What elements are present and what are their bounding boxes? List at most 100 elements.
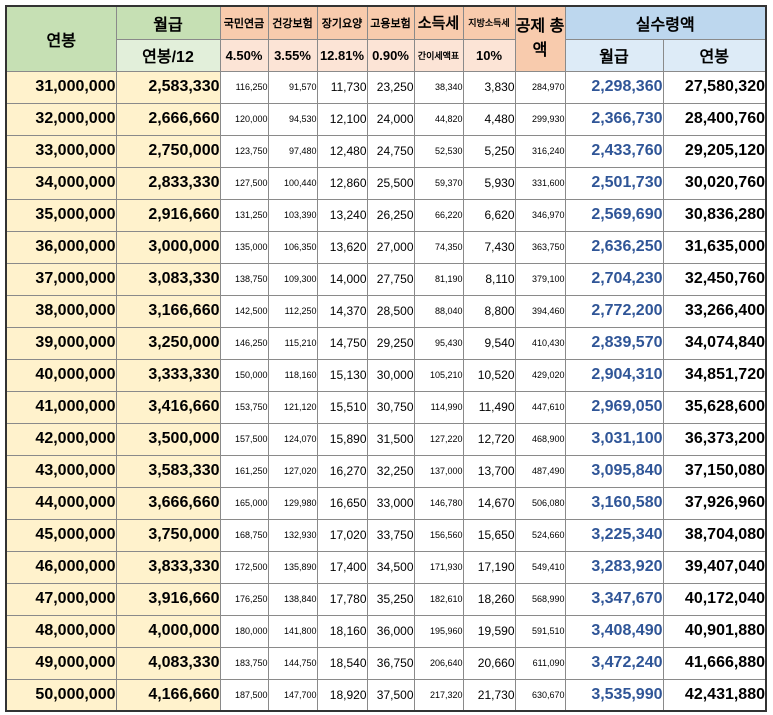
cell-total-deduction: 549,410 bbox=[514, 550, 566, 584]
cell-net-annual: 37,150,080 bbox=[662, 454, 767, 488]
cell-local-tax: 8,110 bbox=[462, 262, 516, 296]
cell-local-tax: 17,190 bbox=[462, 550, 516, 584]
cell-local-tax: 11,490 bbox=[462, 390, 516, 424]
cell-total-deduction: 506,080 bbox=[514, 486, 566, 520]
table-row: 34,000,000 2,833,330 127,500 100,440 12,860 2… bbox=[5, 166, 767, 200]
cell-longterm-care: 14,370 bbox=[316, 294, 368, 328]
cell-local-tax: 14,670 bbox=[462, 486, 516, 520]
cell-pension: 120,000 bbox=[219, 102, 269, 136]
cell-longterm-care: 17,400 bbox=[316, 550, 368, 584]
cell-income-tax: 195,960 bbox=[413, 614, 464, 648]
cell-monthly-salary: 3,666,660 bbox=[115, 486, 221, 520]
cell-employment-insurance: 33,750 bbox=[366, 518, 415, 552]
cell-net-annual: 32,450,760 bbox=[662, 262, 767, 296]
cell-health-insurance: 135,890 bbox=[267, 550, 318, 584]
cell-pension: 142,500 bbox=[219, 294, 269, 328]
cell-net-monthly: 3,225,340 bbox=[564, 518, 664, 552]
cell-employment-insurance: 24,750 bbox=[366, 134, 415, 168]
salary-table: 연봉 월급 국민연금 건강보험 장기요양 고용보험 소득세 지방소득세 공제 총… bbox=[5, 5, 767, 712]
table-row: 46,000,000 3,833,330 172,500 135,890 17,400 3… bbox=[5, 550, 767, 584]
cell-longterm-care: 13,620 bbox=[316, 230, 368, 264]
cell-local-tax: 13,700 bbox=[462, 454, 516, 488]
table-row: 49,000,000 4,083,330 183,750 144,750 18,540 3… bbox=[5, 646, 767, 680]
cell-income-tax: 74,350 bbox=[413, 230, 464, 264]
cell-total-deduction: 429,020 bbox=[514, 358, 566, 392]
table-row: 45,000,000 3,750,000 168,750 132,930 17,020 3… bbox=[5, 518, 767, 552]
cell-net-annual: 38,704,080 bbox=[662, 518, 767, 552]
cell-local-tax: 19,590 bbox=[462, 614, 516, 648]
cell-health-insurance: 103,390 bbox=[267, 198, 318, 232]
cell-monthly-salary: 3,333,330 bbox=[115, 358, 221, 392]
cell-income-tax: 137,000 bbox=[413, 454, 464, 488]
cell-pension: 127,500 bbox=[219, 166, 269, 200]
cell-local-tax: 18,260 bbox=[462, 582, 516, 616]
cell-income-tax: 66,220 bbox=[413, 198, 464, 232]
cell-net-monthly: 2,704,230 bbox=[564, 262, 664, 296]
rate-employment: 0.90% bbox=[366, 38, 415, 72]
cell-total-deduction: 299,930 bbox=[514, 102, 566, 136]
header-local-income-tax: 지방소득세 bbox=[462, 5, 516, 40]
cell-net-monthly: 2,433,760 bbox=[564, 134, 664, 168]
cell-total-deduction: 346,970 bbox=[514, 198, 566, 232]
cell-health-insurance: 121,120 bbox=[267, 390, 318, 424]
table-row: 43,000,000 3,583,330 161,250 127,020 16,270 3… bbox=[5, 454, 767, 488]
cell-annual-salary: 46,000,000 bbox=[5, 550, 117, 584]
header-longterm-care: 장기요양 bbox=[316, 5, 368, 40]
cell-local-tax: 7,430 bbox=[462, 230, 516, 264]
rate-income-tax: 간이세액표 bbox=[413, 38, 464, 72]
cell-income-tax: 44,820 bbox=[413, 102, 464, 136]
cell-total-deduction: 394,460 bbox=[514, 294, 566, 328]
cell-pension: 165,000 bbox=[219, 486, 269, 520]
rate-local-tax: 10% bbox=[462, 38, 516, 72]
header-health-insurance: 건강보험 bbox=[267, 5, 318, 40]
cell-monthly-salary: 3,083,330 bbox=[115, 262, 221, 296]
cell-monthly-salary: 4,166,660 bbox=[115, 678, 221, 712]
cell-employment-insurance: 28,500 bbox=[366, 294, 415, 328]
table-row: 36,000,000 3,000,000 135,000 106,350 13,620 2… bbox=[5, 230, 767, 264]
cell-monthly-salary: 3,000,000 bbox=[115, 230, 221, 264]
cell-health-insurance: 138,840 bbox=[267, 582, 318, 616]
cell-pension: 180,000 bbox=[219, 614, 269, 648]
cell-longterm-care: 14,750 bbox=[316, 326, 368, 360]
cell-monthly-salary: 4,000,000 bbox=[115, 614, 221, 648]
cell-local-tax: 3,830 bbox=[462, 70, 516, 104]
cell-pension: 150,000 bbox=[219, 358, 269, 392]
cell-net-monthly: 2,569,690 bbox=[564, 198, 664, 232]
cell-annual-salary: 38,000,000 bbox=[5, 294, 117, 328]
cell-longterm-care: 12,100 bbox=[316, 102, 368, 136]
cell-monthly-salary: 2,583,330 bbox=[115, 70, 221, 104]
cell-net-monthly: 3,347,670 bbox=[564, 582, 664, 616]
cell-net-annual: 39,407,040 bbox=[662, 550, 767, 584]
cell-total-deduction: 363,750 bbox=[514, 230, 566, 264]
cell-pension: 183,750 bbox=[219, 646, 269, 680]
cell-employment-insurance: 26,250 bbox=[366, 198, 415, 232]
cell-annual-salary: 35,000,000 bbox=[5, 198, 117, 232]
cell-net-monthly: 2,969,050 bbox=[564, 390, 664, 424]
cell-employment-insurance: 29,250 bbox=[366, 326, 415, 360]
cell-total-deduction: 468,900 bbox=[514, 422, 566, 456]
cell-income-tax: 156,560 bbox=[413, 518, 464, 552]
cell-monthly-salary: 2,750,000 bbox=[115, 134, 221, 168]
cell-net-monthly: 2,904,310 bbox=[564, 358, 664, 392]
header-total-deduction-label: 공제 총액 bbox=[515, 17, 565, 59]
cell-annual-salary: 41,000,000 bbox=[5, 390, 117, 424]
cell-health-insurance: 112,250 bbox=[267, 294, 318, 328]
cell-local-tax: 12,720 bbox=[462, 422, 516, 456]
cell-income-tax: 114,990 bbox=[413, 390, 464, 424]
cell-net-monthly: 2,772,200 bbox=[564, 294, 664, 328]
cell-monthly-salary: 3,500,000 bbox=[115, 422, 221, 456]
table-row: 38,000,000 3,166,660 142,500 112,250 14,370 2… bbox=[5, 294, 767, 328]
cell-net-annual: 29,205,120 bbox=[662, 134, 767, 168]
cell-pension: 168,750 bbox=[219, 518, 269, 552]
cell-income-tax: 52,530 bbox=[413, 134, 464, 168]
cell-longterm-care: 18,160 bbox=[316, 614, 368, 648]
table-row: 50,000,000 4,166,660 187,500 147,700 18,920 3… bbox=[5, 678, 767, 712]
table-row: 41,000,000 3,416,660 153,750 121,120 15,510 3… bbox=[5, 390, 767, 424]
cell-local-tax: 5,250 bbox=[462, 134, 516, 168]
cell-net-monthly: 2,366,730 bbox=[564, 102, 664, 136]
cell-net-monthly: 3,095,840 bbox=[564, 454, 664, 488]
cell-employment-insurance: 31,500 bbox=[366, 422, 415, 456]
cell-annual-salary: 48,000,000 bbox=[5, 614, 117, 648]
table-row: 48,000,000 4,000,000 180,000 141,800 18,160 3… bbox=[5, 614, 767, 648]
cell-annual-salary: 43,000,000 bbox=[5, 454, 117, 488]
